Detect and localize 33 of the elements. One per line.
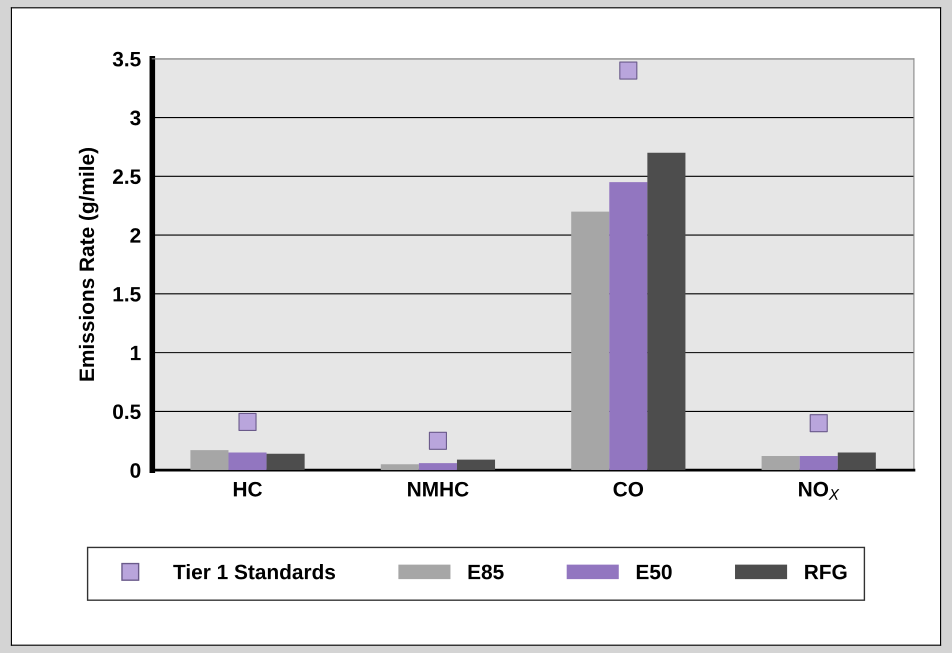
bar <box>228 452 267 470</box>
y-axis-title: Emissions Rate (g/mile) <box>78 148 98 381</box>
y-tick-label: 0 <box>130 463 140 478</box>
point <box>619 61 638 80</box>
bar <box>800 456 838 470</box>
bar <box>190 450 228 470</box>
y-tick-label: 1 <box>130 346 141 360</box>
point <box>428 432 447 450</box>
y-tick-label: 2 <box>130 228 140 243</box>
x-tick-label: NO$_{X}$ <box>799 482 840 500</box>
bar <box>571 212 610 470</box>
x-tick-label: NMHC <box>408 482 469 497</box>
legend-label: RFG <box>805 564 846 580</box>
point <box>810 414 828 432</box>
bar <box>418 463 457 470</box>
y-tick-label: 1.5 <box>114 287 141 302</box>
bar <box>456 460 496 470</box>
y-tick-label: 3.5 <box>112 52 141 67</box>
bar <box>266 454 305 470</box>
y-tick-label: 2.5 <box>112 169 141 184</box>
x-tick-label: CO <box>614 482 644 497</box>
y-tick-label: 3 <box>130 110 140 126</box>
bar <box>647 152 686 470</box>
legend-label: E50 <box>636 564 672 580</box>
bar <box>609 182 648 470</box>
bar <box>380 464 419 470</box>
legend-label: Tier 1 Standards <box>173 564 336 580</box>
bar <box>762 456 800 470</box>
point <box>238 412 257 432</box>
legend-label: E85 <box>468 564 504 580</box>
bar <box>838 452 876 470</box>
x-tick-label: HC <box>234 482 262 497</box>
y-tick-label: 0.5 <box>113 404 141 420</box>
